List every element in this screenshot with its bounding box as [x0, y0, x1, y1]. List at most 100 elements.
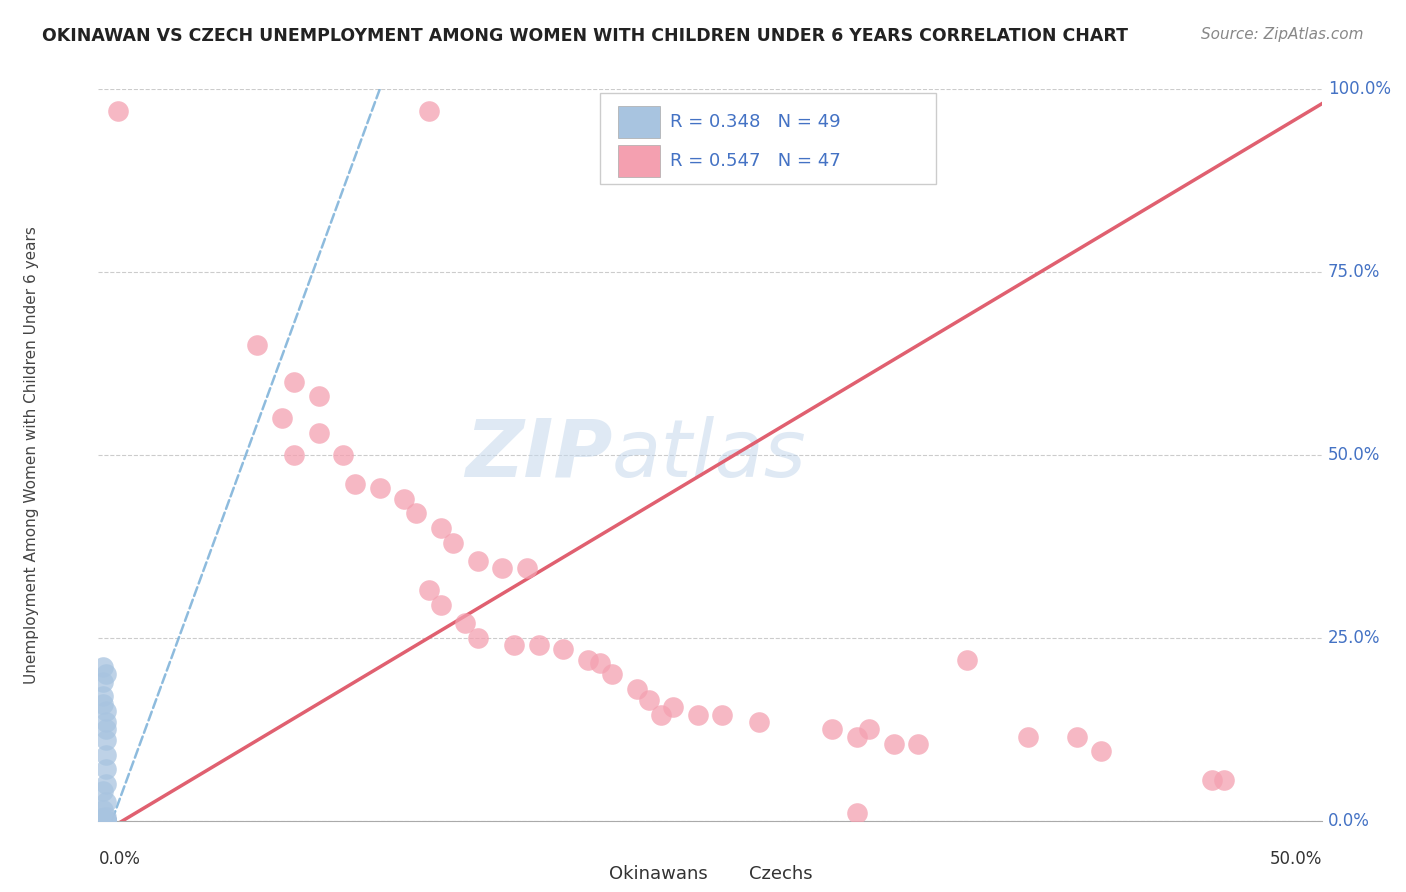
Point [1212, 773, 1234, 788]
Point [283, 448, 305, 462]
Point [90, 812, 112, 826]
Point [94, 814, 117, 828]
Point [430, 521, 453, 535]
Point [711, 707, 734, 722]
Point [90, 814, 112, 828]
Point [94, 723, 117, 737]
Point [94, 814, 117, 828]
Point [845, 806, 868, 821]
Point [94, 714, 117, 729]
Text: 0.0%: 0.0% [1327, 812, 1369, 830]
Text: R = 0.547   N = 47: R = 0.547 N = 47 [669, 152, 841, 169]
Point [392, 491, 416, 506]
Text: Czechs: Czechs [749, 865, 813, 883]
Point [858, 723, 880, 737]
Text: Okinawans: Okinawans [609, 865, 707, 883]
Text: 75.0%: 75.0% [1327, 263, 1381, 281]
Point [87, 814, 110, 828]
Point [94, 814, 117, 828]
FancyBboxPatch shape [702, 859, 742, 890]
Point [94, 777, 117, 791]
Text: atlas: atlas [612, 416, 807, 494]
Point [90, 814, 112, 828]
Point [107, 104, 129, 119]
Text: 0.0%: 0.0% [98, 850, 141, 868]
Point [527, 638, 550, 652]
Point [405, 507, 427, 521]
Point [1066, 730, 1088, 744]
Point [650, 707, 672, 722]
Point [94, 747, 117, 762]
Point [430, 598, 453, 612]
Point [686, 707, 709, 722]
Point [87, 814, 110, 828]
FancyBboxPatch shape [619, 145, 659, 177]
Point [90, 813, 112, 827]
Point [94, 814, 117, 828]
Point [91, 814, 114, 828]
Point [283, 375, 305, 389]
Point [94, 814, 117, 828]
Point [94, 763, 117, 777]
Point [94, 814, 117, 828]
Point [368, 481, 391, 495]
Point [94, 667, 117, 681]
Point [491, 561, 513, 575]
Point [90, 812, 112, 826]
Point [332, 448, 354, 462]
Point [91, 814, 114, 828]
Point [1201, 773, 1223, 788]
Text: 100.0%: 100.0% [1327, 80, 1391, 98]
Point [246, 338, 269, 352]
Point [883, 737, 905, 751]
Point [94, 814, 117, 828]
FancyBboxPatch shape [561, 859, 602, 890]
Point [94, 704, 117, 718]
Text: Source: ZipAtlas.com: Source: ZipAtlas.com [1201, 27, 1364, 42]
Point [94, 814, 117, 828]
Point [515, 561, 537, 575]
Point [418, 104, 440, 119]
Point [90, 814, 112, 828]
Point [87, 814, 110, 828]
Point [821, 723, 844, 737]
Point [626, 681, 648, 696]
Text: OKINAWAN VS CZECH UNEMPLOYMENT AMONG WOMEN WITH CHILDREN UNDER 6 YEARS CORRELATI: OKINAWAN VS CZECH UNEMPLOYMENT AMONG WOM… [42, 27, 1128, 45]
Point [845, 730, 868, 744]
Point [94, 814, 117, 828]
Point [90, 814, 112, 828]
Point [94, 814, 117, 828]
Point [907, 737, 929, 751]
Point [94, 814, 117, 828]
Text: ZIP: ZIP [465, 416, 612, 494]
Point [87, 814, 110, 828]
Point [748, 714, 770, 729]
Point [90, 814, 112, 828]
Point [600, 667, 623, 681]
Point [308, 389, 330, 403]
Point [94, 733, 117, 747]
Point [94, 814, 117, 828]
Point [344, 477, 367, 491]
Point [94, 814, 117, 828]
Point [270, 411, 294, 425]
Point [91, 814, 114, 828]
Point [467, 554, 489, 568]
Point [467, 631, 489, 645]
Point [553, 641, 575, 656]
Point [91, 814, 114, 828]
Text: R = 0.348   N = 49: R = 0.348 N = 49 [669, 113, 841, 131]
FancyBboxPatch shape [619, 106, 659, 138]
Text: Unemployment Among Women with Children Under 6 years: Unemployment Among Women with Children U… [24, 226, 38, 684]
Point [441, 535, 464, 549]
Point [418, 583, 440, 598]
Point [94, 814, 117, 828]
Text: 25.0%: 25.0% [1327, 629, 1381, 647]
Point [454, 616, 477, 631]
Text: 50.0%: 50.0% [1270, 850, 1322, 868]
FancyBboxPatch shape [600, 93, 936, 185]
Point [94, 814, 117, 828]
Point [94, 796, 117, 810]
Point [637, 693, 661, 707]
Point [589, 657, 612, 671]
